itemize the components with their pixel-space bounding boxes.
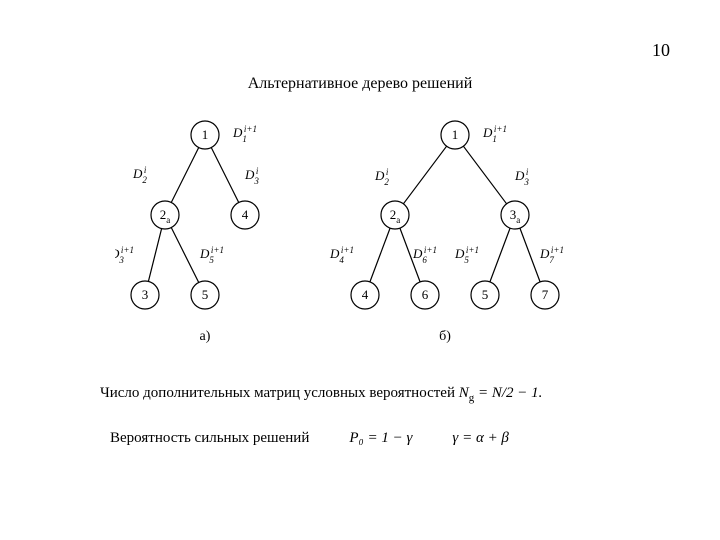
formula-probability: Вероятность сильных решений P₀ = 1 − γ γ…	[110, 430, 509, 447]
svg-text:5: 5	[202, 287, 209, 302]
svg-text:D3i: D3i	[514, 167, 529, 187]
svg-text:4: 4	[362, 287, 369, 302]
svg-text:D5i+1: D5i+1	[454, 245, 479, 265]
svg-text:D1i+1: D1i+1	[482, 124, 507, 144]
svg-text:3: 3	[142, 287, 149, 302]
formula-matrices: Число дополнительных матриц условных вер…	[100, 385, 542, 404]
formula1-prefix: Число дополнительных матриц условных вер…	[100, 385, 459, 401]
svg-text:D2i: D2i	[374, 167, 389, 187]
svg-text:a): a)	[200, 329, 211, 344]
svg-text:7: 7	[542, 287, 549, 302]
svg-text:4: 4	[242, 207, 249, 222]
formula1-suffix: = N/2 − 1.	[474, 385, 542, 401]
svg-text:D4i+1: D4i+1	[329, 245, 354, 265]
page-title: Альтернативное дерево решений	[0, 75, 720, 93]
svg-text:D5i+1: D5i+1	[199, 245, 224, 265]
tree-diagram: 12a435D1i+1D2iD3iD3i+1D5i+1a)12a3a4657D1…	[115, 115, 615, 355]
svg-text:D3i: D3i	[244, 166, 259, 186]
svg-text:6: 6	[422, 287, 429, 302]
svg-text:D7i+1: D7i+1	[539, 245, 564, 265]
svg-text:1: 1	[202, 127, 209, 142]
svg-text:D3i+1: D3i+1	[115, 245, 134, 265]
formula1-var: N	[459, 385, 469, 401]
page-number: 10	[652, 40, 670, 61]
svg-text:D2i: D2i	[132, 165, 147, 185]
svg-text:D6i+1: D6i+1	[412, 245, 437, 265]
formula2-eq2: γ = α + β	[452, 430, 509, 447]
formula2-label: Вероятность сильных решений	[110, 430, 309, 447]
formula2-eq1: P₀ = 1 − γ	[349, 430, 412, 447]
svg-text:1: 1	[452, 127, 459, 142]
svg-text:б): б)	[439, 329, 451, 344]
svg-text:5: 5	[482, 287, 489, 302]
svg-text:D1i+1: D1i+1	[232, 124, 257, 144]
